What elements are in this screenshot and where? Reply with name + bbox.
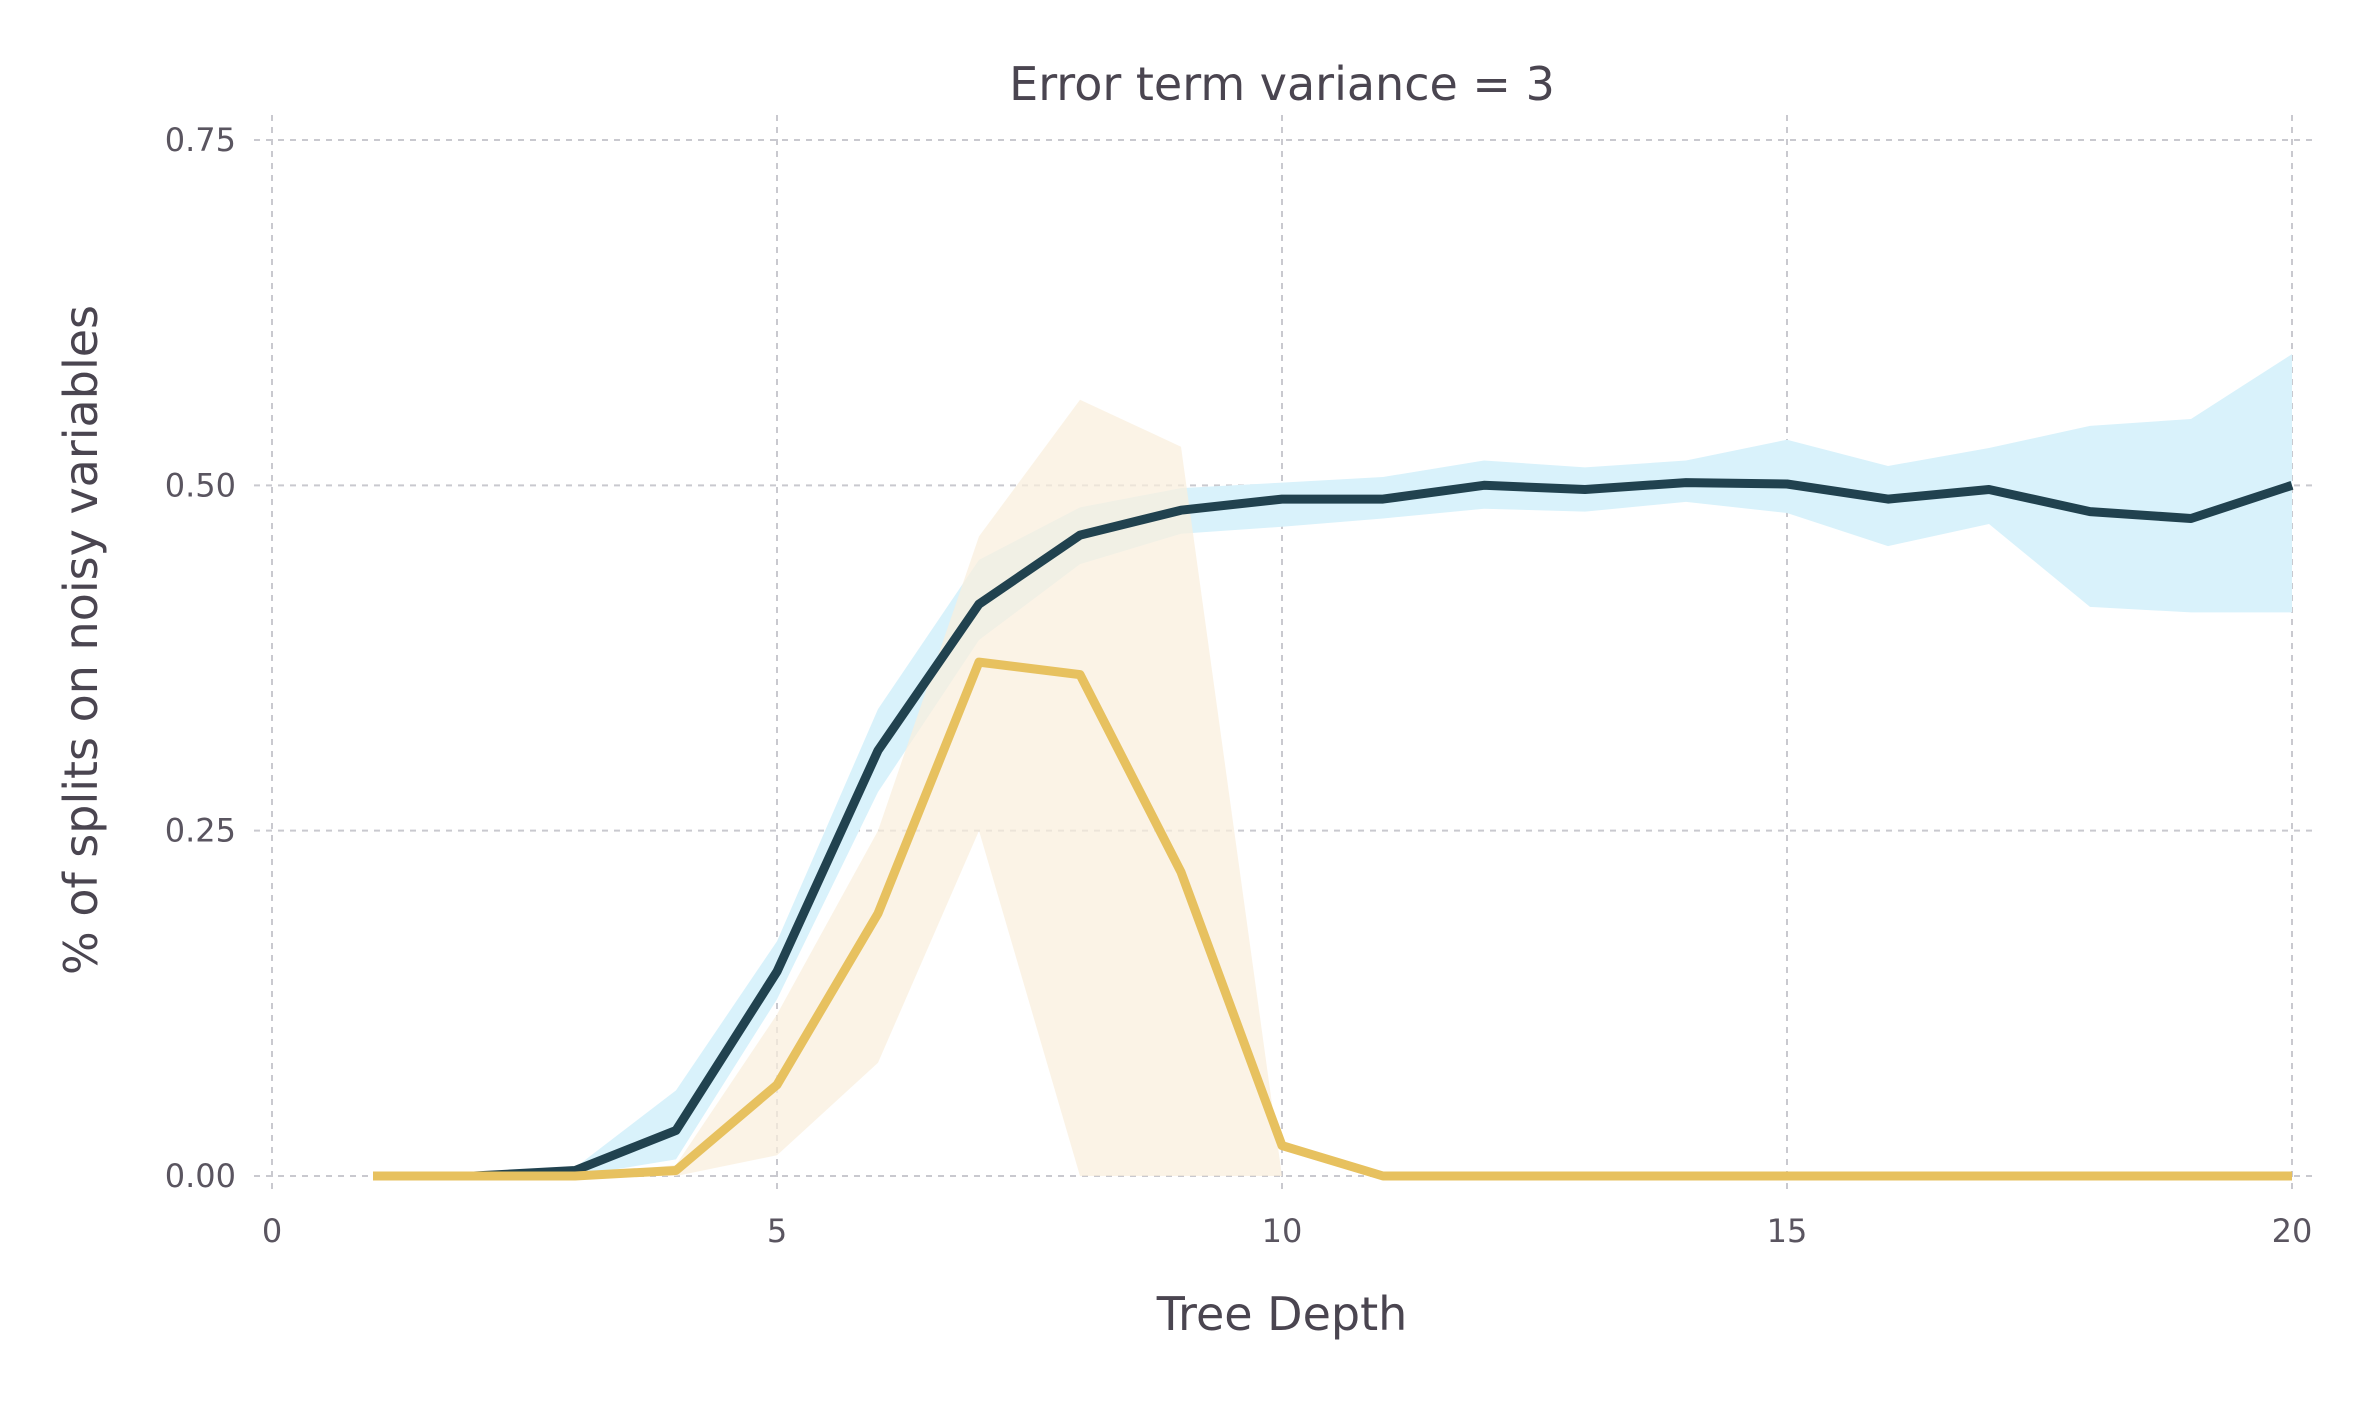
x-axis-label: Tree Depth (1156, 1287, 1408, 1341)
chart-title: Error term variance = 3 (1009, 57, 1555, 111)
y-tick-label-1: 0.25 (165, 812, 236, 850)
line-layer (373, 478, 2294, 1181)
y-tick-label-0: 0.00 (165, 1157, 236, 1195)
y-tick-label-3: 0.75 (165, 121, 236, 159)
x-tick-label-3: 15 (1767, 1212, 1808, 1250)
y-axis-label: % of splits on noisy variables (54, 305, 108, 975)
band-layer (373, 354, 2292, 1177)
series-0-band (373, 354, 2292, 1177)
series-0-line (373, 478, 2294, 1181)
x-tick-label-2: 10 (1262, 1212, 1303, 1250)
x-tick-label-4: 20 (2272, 1212, 2313, 1250)
series-1-band (373, 399, 2292, 1176)
tick-layer: 0.00 0.25 0.50 0.75 0 5 10 15 20 (165, 121, 2313, 1250)
y-tick-label-2: 0.50 (165, 466, 236, 504)
x-tick-label-0: 0 (262, 1212, 282, 1250)
grid-layer (254, 115, 2317, 1194)
x-tick-label-1: 5 (767, 1212, 787, 1250)
series-1-line (373, 657, 2292, 1181)
